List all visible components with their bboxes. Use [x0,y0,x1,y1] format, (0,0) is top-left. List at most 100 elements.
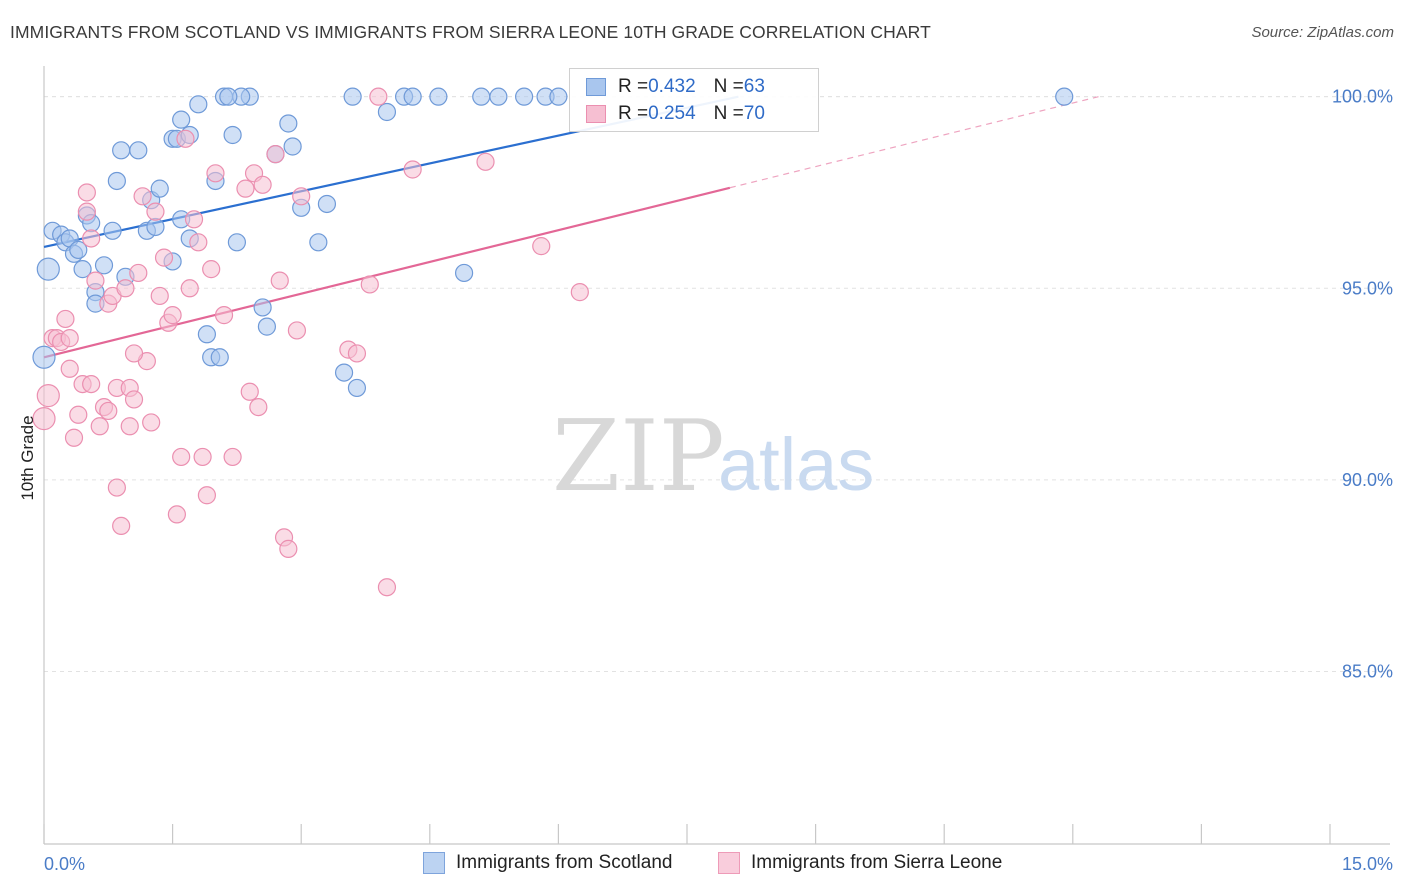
point-scotland [197,325,216,344]
point-sierra-leone [249,397,268,417]
point-sierra-leone [184,210,204,229]
chart-title: IMMIGRANTS FROM SCOTLAND VS IMMIGRANTS F… [10,22,931,42]
point-scotland [515,87,534,106]
point-sierra-leone [56,309,75,329]
point-sierra-leone [287,321,307,340]
point-sierra-leone [129,263,148,283]
point-scotland [317,194,337,214]
point-sierra-leone [180,279,199,298]
point-sierra-leone [150,286,169,306]
scotland-r-value: 0.432 [648,76,696,97]
point-sierra-leone [270,271,289,290]
point-sierra-leone [82,229,101,248]
point-sierra-leone [60,359,79,378]
watermark-atlas: atlas [718,423,874,506]
point-sierra-leone [403,160,422,179]
point-sierra-leone [266,145,285,164]
point-scotland [150,179,169,198]
point-sierra-leone [377,578,397,597]
point-sierra-leone [189,233,208,252]
point-scotland [112,141,131,160]
sierra-leone-n-value: 70 [743,103,765,124]
point-sierra-leone [107,478,126,497]
point-sierra-leone [223,447,242,467]
point-sierra-leone [82,374,101,394]
point-sierra-leone [253,175,272,194]
point-sierra-leone [64,428,84,447]
point-scotland [94,256,114,275]
series-scotland [32,87,1074,398]
legend-row-sierra-leone: R = 0.254 N = 70 [586,102,765,126]
point-scotland [73,260,92,279]
series-sierra-leone [32,87,589,597]
trend-extension-sierra-leone [729,96,1099,189]
point-sierra-leone [77,183,96,202]
point-scotland [549,87,568,106]
point-sierra-leone [163,306,182,325]
sierra-leone-legend-swatch [718,852,740,874]
scotland-n-value: 63 [743,76,765,97]
point-sierra-leone [77,202,96,221]
point-sierra-leone [124,344,144,363]
source-credit: Source: ZipAtlas.com [1251,24,1394,41]
scotland-legend-swatch [423,852,445,874]
x-tick-label-max: 15.0% [1342,854,1393,874]
point-sierra-leone [142,413,161,432]
trend-lines [43,95,1099,359]
x-tick-label-min: 0.0% [44,854,85,874]
point-scotland [347,378,367,398]
point-sierra-leone [124,390,144,409]
point-scotland [253,298,272,317]
point-scotland [32,345,56,369]
y-tick-label: 95.0% [1342,278,1393,298]
correlation-legend: R = 0.432 N = 63 R = 0.254 N = 70 [569,68,819,132]
y-tick-label: 100.0% [1332,87,1393,107]
point-sierra-leone [60,329,79,348]
point-scotland [129,141,148,160]
point-sierra-leone [133,187,152,206]
y-tick-label: 90.0% [1342,470,1393,490]
point-sierra-leone [360,275,379,294]
point-scotland [343,87,362,106]
point-scotland [172,110,191,129]
legend-item-sierra-leone[interactable]: Immigrants from Sierra Leone [718,852,1002,874]
point-sierra-leone [90,417,109,436]
point-sierra-leone [112,516,131,536]
point-sierra-leone [369,87,388,106]
point-sierra-leone [279,539,298,558]
tick-labels: 85.0% 90.0% 95.0% 100.0% 0.0% 15.0% [44,87,1393,874]
scotland-n-label: N = [713,76,744,97]
point-sierra-leone [36,383,60,408]
point-sierra-leone [570,283,589,302]
point-scotland [1055,87,1074,106]
sierra-leone-r-label: R = [618,103,649,124]
point-scotland [403,87,422,106]
point-sierra-leone [240,382,259,401]
point-sierra-leone [476,152,495,171]
point-sierra-leone [206,164,225,183]
point-sierra-leone [32,406,56,431]
point-scotland [429,87,448,106]
point-sierra-leone [214,306,234,325]
point-sierra-leone [172,447,191,467]
point-sierra-leone [532,237,551,256]
point-sierra-leone [167,505,186,524]
scotland-r-label: R = [618,76,649,97]
y-axis-label: 10th Grade [18,415,37,500]
point-scotland [309,233,328,252]
point-scotland [69,240,88,260]
point-scotland [146,217,165,237]
trend-line-sierra-leone [43,186,731,359]
scotland-legend-label: Immigrants from Scotland [456,852,673,873]
point-scotland [489,87,508,106]
point-scotland [103,221,122,240]
point-sierra-leone [202,260,221,279]
scotland-swatch [586,78,606,96]
point-sierra-leone [292,187,311,206]
point-sierra-leone [99,401,118,421]
point-sierra-leone [176,129,195,148]
point-sierra-leone [120,417,139,436]
legend-item-scotland[interactable]: Immigrants from Scotland [423,852,672,874]
point-scotland [334,363,354,382]
